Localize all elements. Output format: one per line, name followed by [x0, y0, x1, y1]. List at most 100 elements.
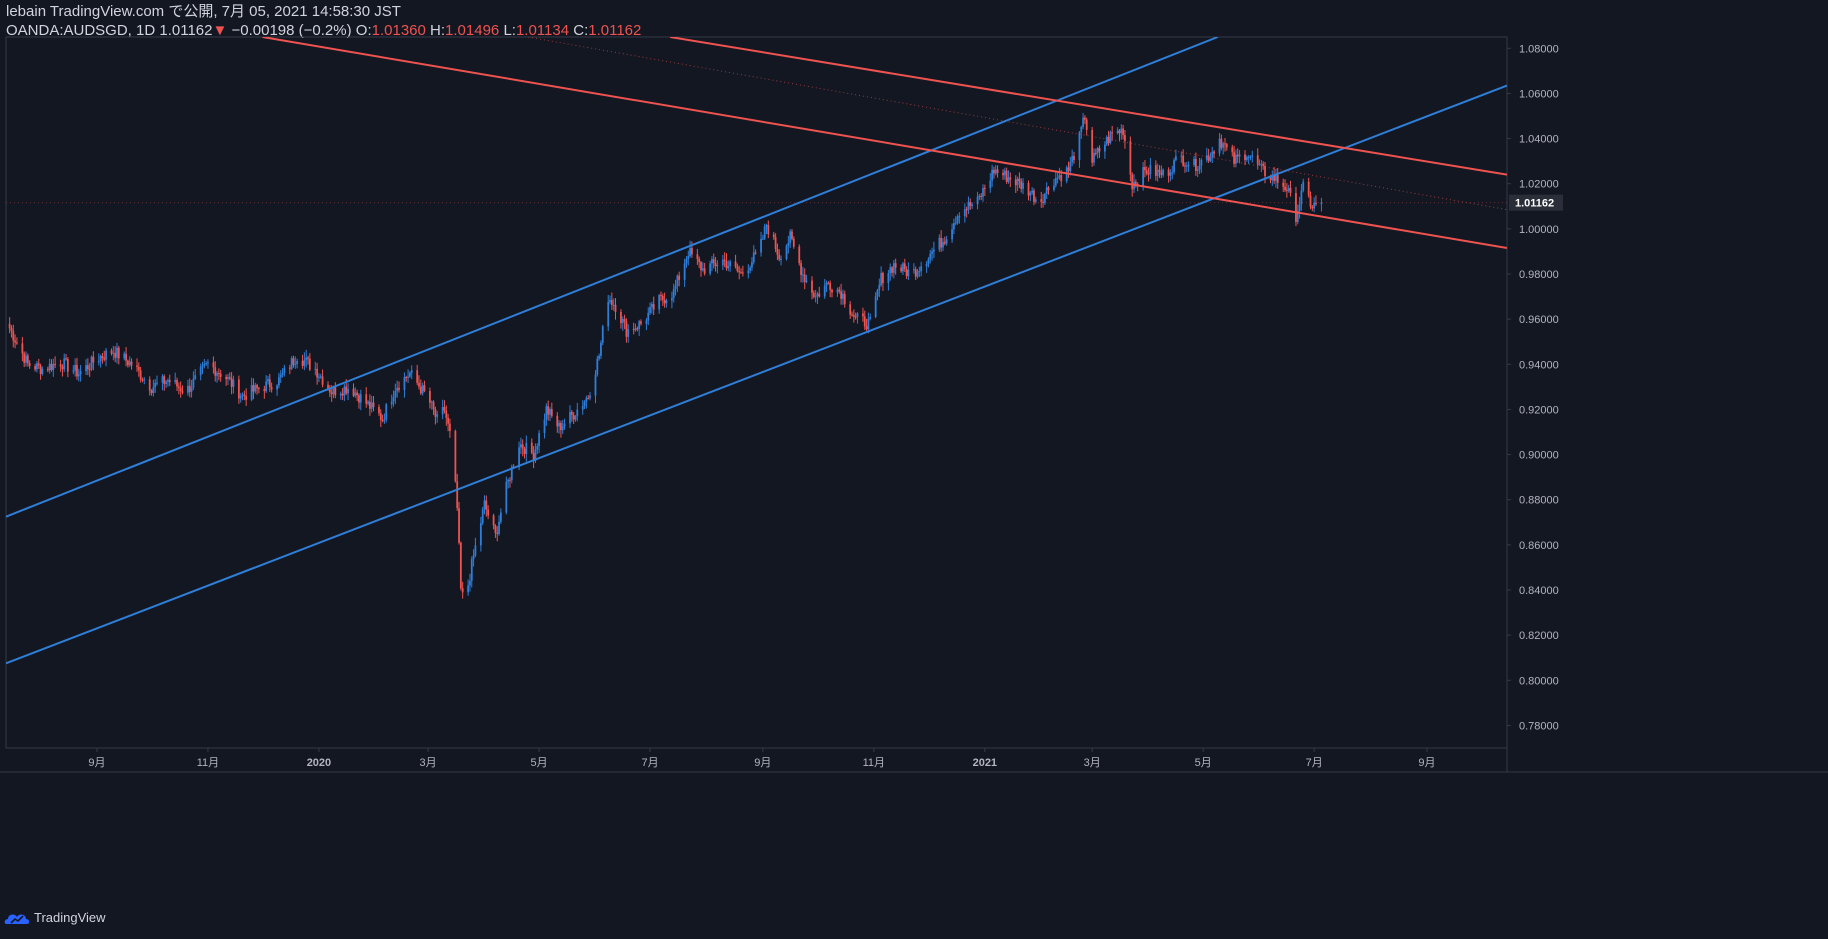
candle-body [305, 357, 308, 361]
candle-body [54, 363, 57, 365]
candle-body [581, 406, 584, 410]
candle-body [370, 402, 373, 409]
candle-body [723, 259, 726, 261]
candle-body [851, 314, 853, 316]
candle-body [154, 382, 157, 388]
candle-body [929, 253, 932, 260]
candle-body [499, 512, 502, 522]
candle-body [396, 387, 399, 392]
candle-body [698, 258, 701, 263]
time-tick-label: 11月 [197, 757, 219, 769]
candle-body [536, 445, 539, 450]
price-tick-label: 0.84000 [1519, 585, 1559, 597]
candle-body [663, 300, 666, 304]
candle-body [963, 209, 966, 217]
candle-body [410, 370, 413, 373]
price-change: −0.00198 (−0.2%) [231, 22, 352, 39]
candle-body [1085, 119, 1088, 130]
candle-body [307, 357, 309, 359]
time-tick-label: 9月 [754, 757, 771, 769]
candle-body [1262, 163, 1265, 166]
candle-body [1162, 169, 1165, 176]
candle-body [52, 363, 55, 371]
symbol-label[interactable]: OANDA:AUDSGD, 1D [6, 22, 156, 39]
candle-body [700, 262, 702, 271]
candle-body [472, 555, 475, 560]
candle-body [143, 379, 146, 381]
candle-body [356, 392, 359, 396]
candle-body [538, 433, 540, 446]
candle-body [938, 237, 941, 250]
candle-body [21, 343, 24, 354]
low-value: 1.01134 [515, 22, 570, 39]
candle-body [760, 238, 762, 253]
price-tick-label: 1.04000 [1519, 134, 1559, 146]
candle-body [1167, 169, 1170, 176]
candle-body [876, 290, 879, 297]
candle-body [1313, 202, 1316, 209]
candle-body [532, 452, 535, 461]
time-tick-label: 3月 [1084, 757, 1101, 769]
candle-body [1251, 155, 1254, 157]
candle-body [421, 385, 424, 394]
candle-body [685, 258, 688, 264]
candle-body [467, 585, 470, 593]
candle-body [381, 419, 384, 421]
candle-body [1205, 155, 1208, 160]
candle-body [918, 271, 921, 273]
candle-body [1067, 167, 1070, 172]
candle-body [1198, 165, 1201, 170]
candle-body [469, 580, 471, 586]
candle-body [1020, 181, 1023, 189]
candle-body [419, 386, 422, 394]
candle-body [716, 265, 719, 267]
candle-body [787, 242, 790, 246]
candle-body [1238, 154, 1241, 157]
candle-body [1145, 170, 1148, 174]
candle-body [405, 377, 408, 379]
candle-body [1018, 178, 1021, 182]
candle-body [1271, 174, 1274, 181]
red-trendline [262, 37, 1507, 250]
candle-body [1022, 182, 1024, 189]
candle-body [574, 416, 577, 420]
chart-header: lebain TradingView.com で公開, 7月 05, 2021 … [6, 3, 641, 41]
candle-body [327, 384, 329, 389]
price-tick-label: 1.00000 [1519, 224, 1559, 236]
candle-body [176, 380, 178, 387]
candle-body [1282, 182, 1285, 187]
tradingview-branding[interactable]: TradingView [4, 910, 106, 925]
candle-body [518, 447, 520, 468]
candle-body [925, 263, 928, 267]
candle-body [778, 254, 781, 260]
candle-body [26, 355, 29, 364]
candle-body [752, 252, 755, 263]
candle-body [265, 381, 268, 392]
candle-body [483, 500, 486, 510]
candle-body [958, 216, 961, 218]
candle-body [1307, 181, 1310, 196]
candle-body [10, 328, 13, 331]
candle-body [207, 362, 209, 364]
candle-body [1147, 173, 1150, 175]
candle-body [969, 201, 972, 206]
candle-body [25, 355, 27, 363]
candle-body [330, 392, 333, 395]
candle-body [971, 204, 973, 206]
candle-body [23, 353, 26, 363]
candle-body [334, 386, 337, 396]
candle-body [751, 262, 753, 268]
candle-body [216, 372, 218, 376]
candle-body [905, 269, 908, 277]
candle-body [1096, 148, 1099, 154]
close-value: 1.01162 [588, 22, 642, 39]
candle-body [41, 368, 44, 374]
candle-body [827, 282, 830, 284]
candle-body [1171, 172, 1174, 174]
candle-body [16, 342, 18, 344]
candle-body [1245, 157, 1248, 160]
candle-body [1184, 165, 1186, 167]
candle-body [953, 223, 955, 230]
candle-body [192, 378, 195, 388]
